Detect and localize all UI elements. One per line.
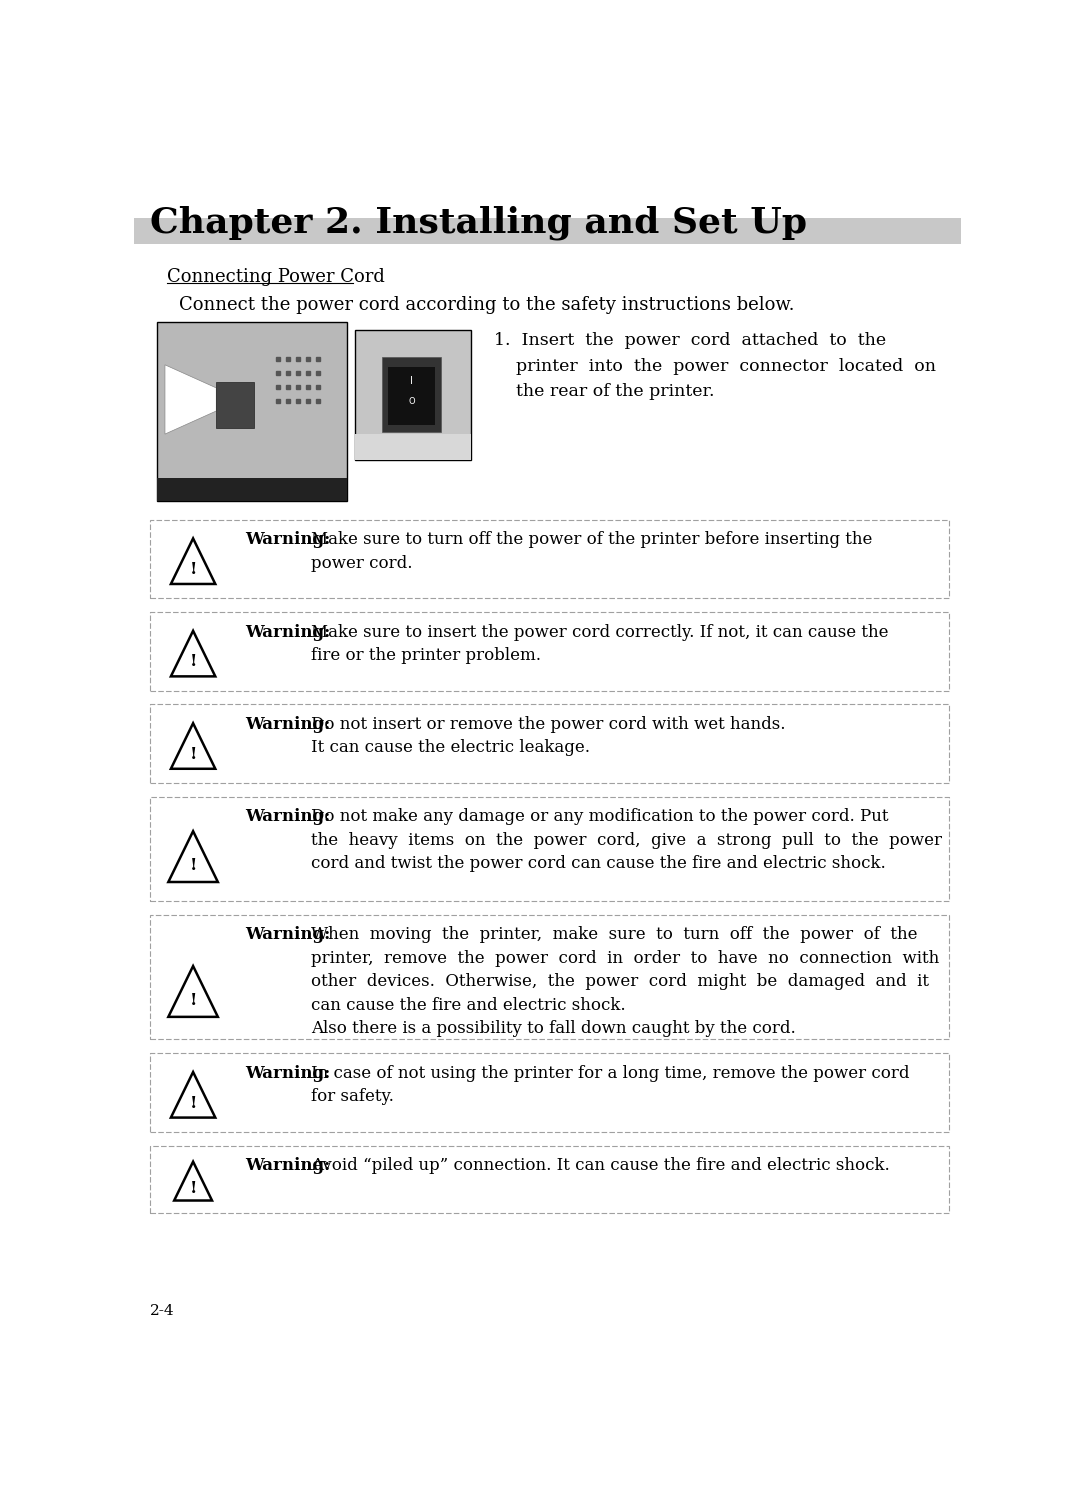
Text: Do not make any damage or any modification to the power cord. Put
the  heavy  it: Do not make any damage or any modificati… bbox=[312, 808, 942, 873]
Text: Warning:: Warning: bbox=[246, 926, 330, 944]
Text: Make sure to turn off the power of the printer before inserting the
power cord.: Make sure to turn off the power of the p… bbox=[312, 531, 873, 572]
FancyBboxPatch shape bbox=[150, 915, 948, 1040]
Text: Warning:: Warning: bbox=[246, 808, 330, 825]
Polygon shape bbox=[171, 632, 216, 676]
Polygon shape bbox=[171, 723, 216, 770]
FancyBboxPatch shape bbox=[356, 433, 471, 459]
Text: Make sure to insert the power cord correctly. If not, it can cause the
fire or t: Make sure to insert the power cord corre… bbox=[312, 624, 889, 664]
Text: !: ! bbox=[189, 856, 197, 874]
FancyBboxPatch shape bbox=[150, 519, 948, 599]
Text: Avoid “piled up” connection. It can cause the fire and electric shock.: Avoid “piled up” connection. It can caus… bbox=[312, 1156, 891, 1174]
Text: Connecting Power Cord: Connecting Power Cord bbox=[167, 268, 384, 286]
Text: Warning:: Warning: bbox=[246, 624, 330, 640]
Text: Chapter 2. Installing and Set Up: Chapter 2. Installing and Set Up bbox=[150, 206, 807, 240]
Text: When  moving  the  printer,  make  sure  to  turn  off  the  power  of  the
prin: When moving the printer, make sure to tu… bbox=[312, 926, 940, 1036]
Text: In case of not using the printer for a long time, remove the power cord
for safe: In case of not using the printer for a l… bbox=[312, 1065, 910, 1106]
Text: 1.  Insert  the  power  cord  attached  to  the
    printer  into  the  power  c: 1. Insert the power cord attached to the… bbox=[493, 333, 936, 400]
FancyBboxPatch shape bbox=[150, 796, 948, 900]
Polygon shape bbox=[169, 966, 218, 1017]
Text: Do not insert or remove the power cord with wet hands.
It can cause the electric: Do not insert or remove the power cord w… bbox=[312, 716, 786, 756]
FancyBboxPatch shape bbox=[157, 322, 347, 501]
Text: !: ! bbox=[189, 561, 197, 578]
Text: !: ! bbox=[189, 746, 197, 762]
FancyBboxPatch shape bbox=[216, 382, 253, 429]
Text: !: ! bbox=[189, 992, 197, 1010]
FancyBboxPatch shape bbox=[150, 1053, 948, 1131]
FancyBboxPatch shape bbox=[150, 705, 948, 783]
Text: Connect the power cord according to the safety instructions below.: Connect the power cord according to the … bbox=[179, 296, 795, 314]
FancyBboxPatch shape bbox=[134, 217, 961, 243]
Polygon shape bbox=[174, 1161, 213, 1200]
FancyBboxPatch shape bbox=[150, 612, 948, 690]
Text: Warning:: Warning: bbox=[246, 716, 330, 734]
Text: Warning:: Warning: bbox=[246, 1156, 330, 1174]
Text: I: I bbox=[410, 376, 413, 386]
Polygon shape bbox=[164, 364, 216, 434]
Polygon shape bbox=[171, 1072, 216, 1118]
FancyBboxPatch shape bbox=[157, 478, 347, 501]
FancyBboxPatch shape bbox=[389, 368, 435, 424]
Text: Warning:: Warning: bbox=[246, 531, 330, 548]
Polygon shape bbox=[169, 831, 218, 882]
FancyBboxPatch shape bbox=[356, 330, 471, 459]
Text: !: ! bbox=[189, 654, 197, 670]
Text: 2-4: 2-4 bbox=[150, 1304, 175, 1317]
Text: O: O bbox=[408, 398, 415, 406]
FancyBboxPatch shape bbox=[150, 1146, 948, 1212]
Text: !: ! bbox=[189, 1179, 197, 1197]
Text: Warning:: Warning: bbox=[246, 1065, 330, 1082]
Text: !: ! bbox=[189, 1095, 197, 1112]
Polygon shape bbox=[171, 538, 216, 584]
FancyBboxPatch shape bbox=[382, 357, 441, 432]
